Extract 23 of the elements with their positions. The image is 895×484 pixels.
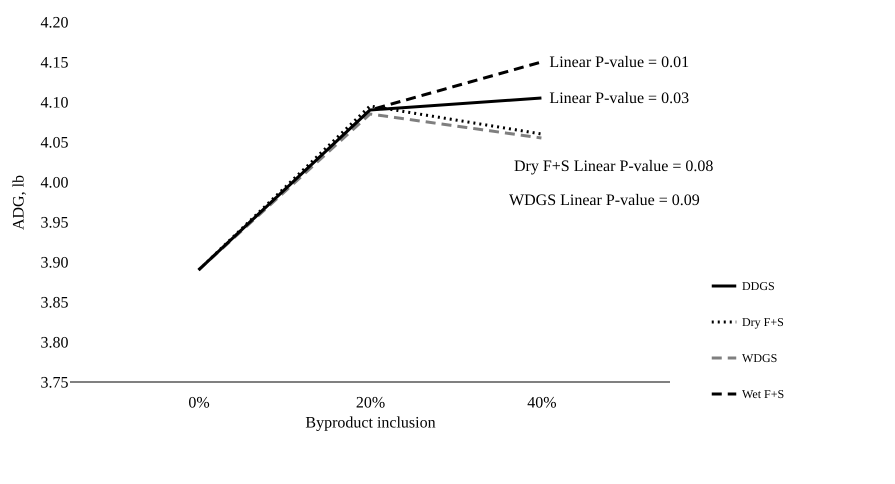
annotation: Dry F+S Linear P-value = 0.08 (514, 158, 714, 175)
annotation: WDGS Linear P-value = 0.09 (509, 192, 700, 209)
y-tick-label: 3.75 (40, 374, 68, 392)
y-tick-label: 3.85 (40, 294, 68, 312)
y-axis-title: ADG, lb (10, 174, 28, 230)
x-tick-label: 20% (356, 394, 386, 412)
legend-label: Dry F+S (742, 315, 784, 329)
y-tick-label: 3.80 (40, 334, 68, 352)
y-tick-label: 4.05 (40, 134, 68, 152)
y-tick-label: 4.15 (40, 54, 68, 72)
y-tick-label: 3.95 (40, 214, 68, 232)
y-tick-label: 4.00 (40, 174, 68, 192)
x-tick-label: 0% (188, 394, 210, 412)
legend-label: WDGS (742, 351, 778, 365)
legend-label: DDGS (742, 279, 775, 293)
x-tick-label: 40% (527, 394, 557, 412)
annotation: Linear P-value = 0.03 (549, 90, 690, 107)
annotation: Linear P-value = 0.01 (549, 54, 690, 71)
y-tick-label: 3.90 (40, 254, 68, 272)
legend-label: Wet F+S (742, 387, 784, 401)
x-axis-title: Byproduct inclusion (305, 414, 436, 432)
y-tick-label: 4.10 (40, 94, 68, 112)
y-tick-label: 4.20 (40, 14, 68, 32)
